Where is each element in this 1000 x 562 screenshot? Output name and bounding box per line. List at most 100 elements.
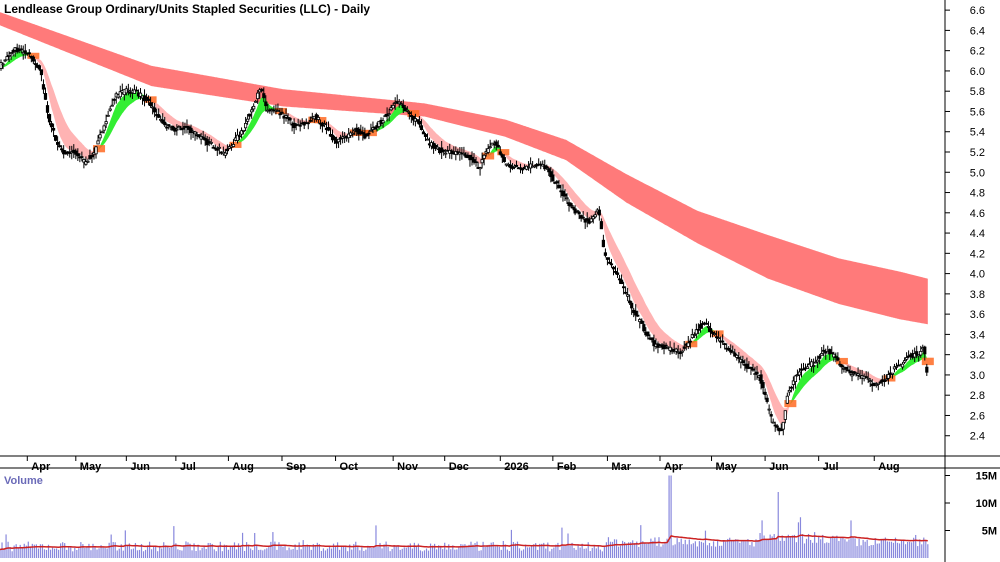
candle-body xyxy=(615,272,620,275)
candle-body xyxy=(919,350,923,356)
candle-body xyxy=(110,104,114,107)
candle-body xyxy=(820,353,824,356)
candle-body xyxy=(96,140,100,145)
candle-body xyxy=(361,132,365,135)
candle-body xyxy=(58,145,62,148)
candle-body xyxy=(868,380,872,383)
candle-body xyxy=(148,102,153,107)
y-tick-label: 4.8 xyxy=(970,188,985,200)
candle-body xyxy=(347,133,351,139)
candle-body xyxy=(415,119,420,122)
candle-body xyxy=(365,134,369,137)
candle-body xyxy=(902,360,907,363)
candle-body xyxy=(611,266,616,270)
candle-body xyxy=(797,371,802,376)
candle-body xyxy=(838,363,842,366)
candle-body xyxy=(256,92,260,100)
candle-body xyxy=(563,193,567,197)
candle-body xyxy=(250,109,254,113)
candle-body xyxy=(890,372,895,375)
candle-body xyxy=(727,347,731,351)
candle-body xyxy=(832,353,836,358)
candle-body xyxy=(603,252,608,256)
short-term-ma-ribbon-segment xyxy=(716,333,790,426)
candle-body xyxy=(241,129,246,132)
candle-body xyxy=(86,160,90,163)
candle-body xyxy=(367,132,371,135)
candle-body xyxy=(381,120,385,124)
candle-body xyxy=(480,159,484,164)
candle-body xyxy=(496,144,500,148)
y-tick-label: 3.0 xyxy=(970,370,985,382)
candle-body xyxy=(421,131,426,135)
y-tick-label: 3.4 xyxy=(970,329,985,341)
candle-body xyxy=(514,164,519,167)
candle-body xyxy=(308,119,312,122)
ma-crossover-marker xyxy=(482,152,495,160)
candle-body xyxy=(41,84,46,90)
candle-body xyxy=(161,119,165,124)
candle-body xyxy=(132,89,137,94)
candle-body xyxy=(248,113,252,117)
candle-body xyxy=(787,389,791,393)
candle-body xyxy=(5,56,9,61)
x-tick-label: Apr xyxy=(31,461,51,473)
candle-body xyxy=(478,167,482,170)
candle-body xyxy=(11,50,15,53)
y-tick-label: 6.6 xyxy=(970,5,985,17)
candle-body xyxy=(100,131,104,134)
candle-body xyxy=(520,168,525,171)
y-tick-label: 3.8 xyxy=(970,289,985,301)
candle-body xyxy=(1,63,5,66)
candle-body xyxy=(239,130,244,135)
candle-body xyxy=(43,93,48,100)
short-term-ma-ribbon-segment xyxy=(840,360,889,384)
candle-body xyxy=(783,410,787,420)
candle-body xyxy=(472,159,476,163)
candle-body xyxy=(781,421,785,430)
candle-body xyxy=(864,376,868,379)
candle-body xyxy=(37,65,42,70)
candle-body xyxy=(0,62,3,69)
candle-body xyxy=(474,161,478,164)
candle-body xyxy=(189,127,193,134)
candle-body xyxy=(662,345,666,350)
candle-body xyxy=(634,310,638,316)
candle-body xyxy=(39,69,44,76)
candle-body xyxy=(698,324,703,329)
candle-body xyxy=(735,354,739,358)
candle-body xyxy=(332,136,337,141)
candle-body xyxy=(597,209,601,216)
candle-body xyxy=(486,148,490,153)
candle-body xyxy=(98,134,102,139)
volume-panel-label: Volume xyxy=(4,475,43,487)
candle-body xyxy=(704,322,709,325)
candle-body xyxy=(246,118,250,122)
candle-body xyxy=(76,153,80,157)
y-tick-label: 5.0 xyxy=(970,167,985,179)
candle-body xyxy=(470,156,474,160)
candle-body xyxy=(399,103,403,106)
candle-body xyxy=(809,361,814,368)
y-tick-label: 6.2 xyxy=(970,46,985,58)
candle-body xyxy=(660,344,664,347)
candle-body xyxy=(565,197,569,200)
candle-body xyxy=(569,203,573,207)
candle-body xyxy=(157,114,161,118)
candle-body xyxy=(828,349,832,355)
candle-body xyxy=(417,120,422,125)
candle-body xyxy=(23,50,27,53)
volume-tick-label: 5M xyxy=(982,526,997,538)
candle-body xyxy=(213,147,217,150)
long-term-ma-ribbon xyxy=(0,12,928,325)
candle-body xyxy=(533,165,537,168)
volume-tick-label: 10M xyxy=(976,498,997,510)
candle-body xyxy=(94,146,98,155)
candle-body xyxy=(583,219,587,223)
candle-body xyxy=(607,261,612,264)
short-term-ma-ribbon-segment xyxy=(0,50,33,69)
candle-body xyxy=(844,366,848,370)
candle-body xyxy=(605,257,610,260)
candle-body xyxy=(167,124,171,126)
